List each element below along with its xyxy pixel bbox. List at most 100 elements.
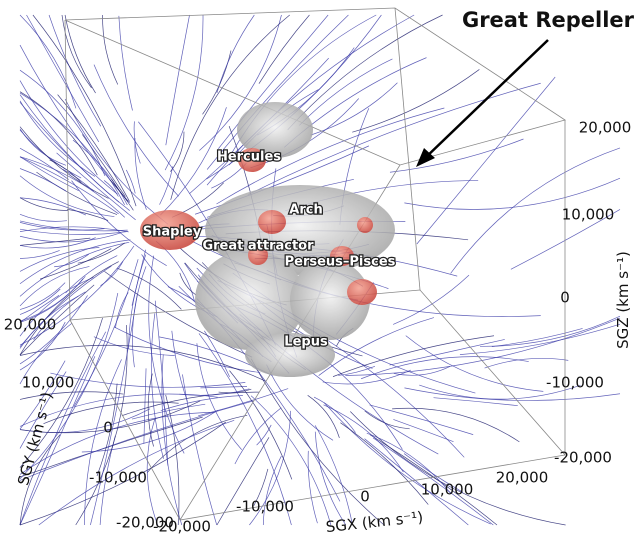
flow-line	[338, 365, 376, 376]
tick-label: -10,000	[546, 374, 604, 392]
flow-line	[67, 208, 109, 221]
flow-line	[56, 152, 136, 221]
flow-line	[19, 247, 100, 272]
flow-line	[206, 14, 415, 186]
flow-line	[19, 126, 109, 199]
flow-line	[19, 391, 124, 400]
flow-line	[196, 343, 242, 450]
flow-line	[287, 14, 443, 131]
tick-label: 0	[103, 419, 113, 437]
flow-line	[19, 100, 96, 177]
tick-label: -20,000	[153, 518, 211, 536]
flow-line	[96, 383, 118, 477]
flow-line	[49, 159, 82, 183]
flow-line	[345, 317, 621, 376]
flow-line	[19, 278, 84, 323]
tick-label: 20,000	[496, 469, 549, 487]
flow-line	[204, 330, 230, 378]
flow-line	[179, 388, 250, 396]
flow-line	[307, 395, 340, 438]
flow-line	[19, 293, 119, 479]
flow-line	[19, 80, 118, 195]
flow-line	[250, 395, 332, 526]
flow-line	[216, 107, 445, 205]
flow-line	[71, 180, 167, 267]
flow-line	[323, 402, 491, 525]
region-label: Great attractor	[202, 239, 314, 254]
flow-line	[33, 291, 86, 341]
flow-line	[118, 15, 133, 111]
flow-line	[19, 197, 87, 216]
region-label: Shapley	[143, 225, 202, 240]
flow-line	[81, 409, 219, 453]
flow-line	[19, 237, 96, 249]
flow-line	[103, 180, 119, 197]
flow-line	[234, 407, 282, 465]
flow-line	[19, 284, 95, 356]
tick-label: 0	[560, 289, 570, 307]
flow-line	[146, 414, 248, 473]
flow-line	[369, 404, 474, 435]
flow-line	[206, 14, 349, 170]
flow-line	[393, 274, 470, 325]
flow-line	[50, 372, 246, 388]
flow-line	[405, 335, 544, 392]
flow-line	[19, 220, 128, 232]
flow-line	[199, 14, 282, 151]
flow-line	[323, 404, 404, 473]
flow-line	[393, 366, 451, 376]
flow-line	[160, 107, 227, 216]
flow-line	[19, 226, 129, 233]
flow-line	[128, 254, 147, 349]
flow-line	[115, 292, 129, 328]
flow-line	[48, 14, 102, 127]
flow-line	[84, 359, 122, 526]
flow-line	[19, 241, 130, 297]
flow-line	[392, 407, 520, 443]
flow-line	[369, 434, 498, 526]
flow-line	[480, 315, 621, 347]
axis-title: SGY (km s⁻¹)	[14, 390, 56, 487]
flow-line	[491, 328, 583, 347]
flow-line	[159, 166, 174, 205]
flow-line	[19, 128, 67, 166]
flow-line	[389, 138, 524, 173]
flow-line	[19, 295, 79, 349]
flow-line	[19, 321, 66, 371]
flow-line	[19, 356, 96, 526]
flow-line	[216, 437, 270, 526]
flow-line	[19, 237, 91, 246]
flow-line	[165, 394, 180, 526]
tick-label: 20,000	[579, 119, 632, 137]
flow-line	[61, 14, 92, 89]
flow-line	[307, 450, 318, 524]
flow-line	[19, 295, 60, 323]
flow-line	[154, 300, 169, 466]
flow-line	[147, 373, 154, 447]
flow-line	[146, 418, 158, 526]
flow-line	[198, 333, 292, 526]
flow-line	[19, 156, 126, 218]
flow-line	[313, 396, 356, 433]
flow-line	[389, 339, 505, 366]
flow-line	[150, 313, 164, 459]
flow-line	[19, 331, 107, 526]
flow-line	[350, 411, 566, 526]
flow-line	[19, 266, 90, 307]
flow-line	[393, 419, 454, 442]
flow-line	[19, 344, 267, 382]
flow-line	[19, 360, 66, 430]
flow-line	[218, 14, 329, 149]
flow-line	[19, 92, 125, 205]
flow-line	[19, 317, 103, 468]
flow-line	[62, 169, 94, 192]
flow-line	[19, 168, 67, 192]
flow-line	[82, 134, 126, 197]
flow-line	[366, 432, 452, 495]
tick-label: 10,000	[22, 374, 75, 392]
flow-line	[404, 387, 621, 401]
flow-line	[19, 214, 67, 222]
flow-line	[372, 437, 494, 526]
flow-line	[148, 255, 185, 454]
flow-line	[314, 431, 347, 526]
